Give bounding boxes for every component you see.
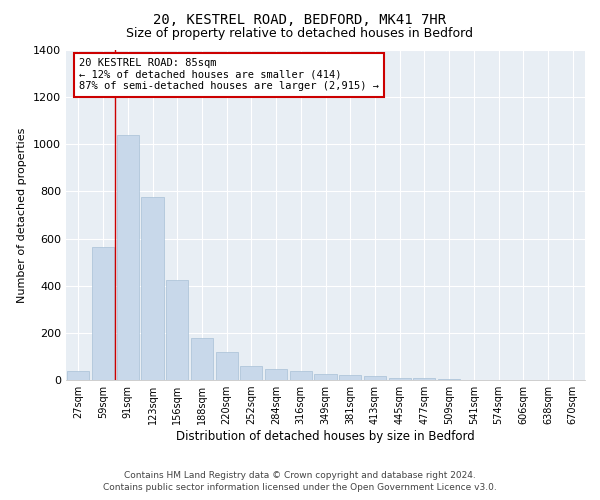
Bar (314, 374, 337, 380)
Text: Contains HM Land Registry data © Crown copyright and database right 2024.
Contai: Contains HM Land Registry data © Crown c… (103, 471, 497, 492)
Bar (92, 247, 114, 380)
Bar (166, 280, 188, 380)
Bar (191, 338, 213, 380)
Bar (339, 376, 361, 380)
Y-axis label: Number of detached properties: Number of detached properties (17, 128, 28, 302)
Bar (290, 370, 312, 380)
Bar (240, 366, 262, 380)
Bar (389, 378, 411, 380)
Text: 20 KESTREL ROAD: 85sqm
← 12% of detached houses are smaller (414)
87% of semi-de: 20 KESTREL ROAD: 85sqm ← 12% of detached… (79, 58, 379, 92)
Bar (142, 198, 164, 380)
Bar (215, 352, 238, 380)
Bar (116, 135, 139, 380)
Bar (413, 378, 436, 380)
Bar (265, 370, 287, 380)
Text: 20, KESTREL ROAD, BEDFORD, MK41 7HR: 20, KESTREL ROAD, BEDFORD, MK41 7HR (154, 12, 446, 26)
X-axis label: Distribution of detached houses by size in Bedford: Distribution of detached houses by size … (176, 430, 475, 443)
Bar (364, 376, 386, 380)
Bar (67, 370, 89, 380)
Text: Size of property relative to detached houses in Bedford: Size of property relative to detached ho… (127, 28, 473, 40)
